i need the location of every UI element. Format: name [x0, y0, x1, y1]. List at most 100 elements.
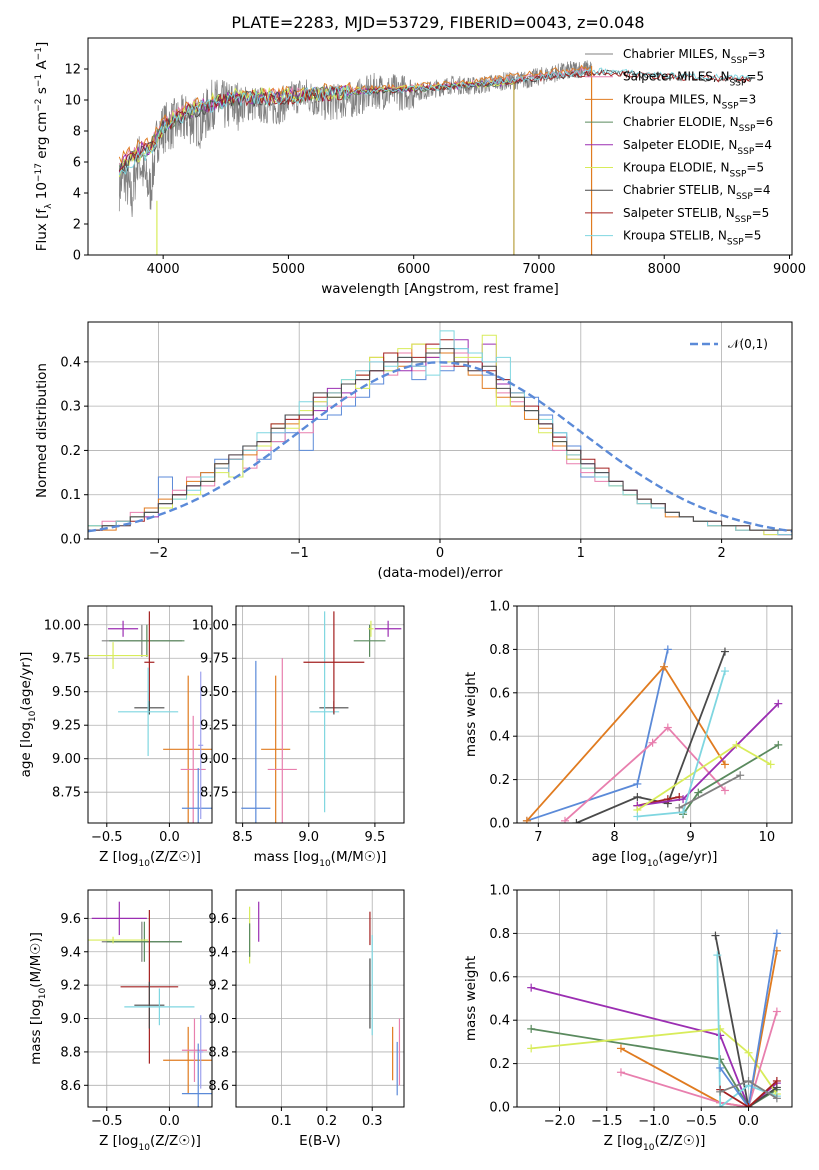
y-tick-label: 0 [73, 249, 81, 264]
weight-line [719, 1080, 778, 1107]
y-tick-label: 1.0 [489, 600, 510, 615]
plots-layer: Chabrier MILES, NSSP​=3 Salpeter MILES, N… [18, 37, 806, 1153]
residuals-data [88, 330, 792, 536]
y-tick-label: 8.6 [208, 1079, 229, 1094]
legend-label: 𝒩(0,1) [728, 337, 768, 351]
x-tick-label: 0 [436, 546, 444, 561]
y-tick-label: 0.0 [60, 533, 81, 548]
axes-frame [516, 605, 793, 824]
x-axis-label: mass [log10(M/M☉)] [254, 849, 387, 869]
legend-label: Kroupa STELIB, NSSP​=5 [623, 229, 761, 248]
y-tick-label: 0.2 [60, 444, 81, 459]
y-tick-label: 8.75 [200, 786, 229, 801]
legend-label: Salpeter MILES, NSSP​=5 [623, 70, 764, 89]
axes-frame [235, 605, 405, 824]
y-tick-label: 1.0 [489, 884, 510, 899]
histogram-step [88, 330, 792, 536]
x-axis-label: Z [log10(Z/Z☉)] [99, 849, 201, 869]
normal-curve [88, 361, 792, 533]
mass-weight-vs-age-panel: 7 8 9 10 0.0 0.2 0.4 0.6 0.8 1.0 age [log10(age/yr… [463, 600, 793, 869]
axes-frame [87, 37, 793, 256]
residuals-panel: 𝒩(0,1) −2 −1 0 1 2 0.0 0.1 0.2 0.3 0.4 (data-model)… [34, 321, 793, 581]
weight-line [531, 1027, 778, 1095]
mass-vs-Z-panel: −0.5 0.0 8.6 8.8 9.0 9.2 9.4 9.6 Z [log10(Z/Z☉)]… [28, 889, 213, 1153]
x-tick-label: 9 [687, 830, 695, 845]
y-tick-label: 0.1 [60, 488, 81, 503]
y-axis-label: age [log10(age/yr)] [18, 652, 38, 778]
y-tick-label: 10.00 [44, 618, 81, 633]
histogram-step [88, 348, 792, 531]
x-tick-label: −2.0 [544, 1114, 576, 1129]
y-tick-label: 9.00 [200, 752, 229, 767]
x-tick-label: 0.0 [738, 1114, 759, 1129]
x-tick-label: 8000 [648, 262, 681, 277]
x-tick-label: −2 [149, 546, 168, 561]
legend-label: Salpeter STELIB, NSSP​=5 [623, 206, 769, 225]
x-axis-label: Z [log10(Z/Z☉)] [99, 1133, 201, 1153]
mass-vs-Z-data [88, 901, 212, 1107]
x-tick-label: 1 [577, 546, 585, 561]
weight-line [620, 1011, 778, 1107]
x-tick-label: 0.2 [316, 1114, 337, 1129]
legend-label: Kroupa MILES, NSSP​=3 [623, 92, 756, 111]
x-tick-label: 8 [610, 830, 618, 845]
y-tick-label: 8.8 [208, 1045, 229, 1060]
y-axis-label: mass weight [463, 672, 479, 757]
x-axis-label: age [log10(age/yr)] [592, 849, 718, 869]
weight-line [719, 933, 778, 1107]
y-tick-label: 9.6 [60, 912, 81, 927]
age-vs-mass-panel: 8.5 9.0 9.5 8.75 9.00 9.25 9.50 9.75 10.00 mass [… [192, 605, 405, 869]
x-tick-label: 4000 [147, 262, 180, 277]
y-tick-label: 9.4 [60, 945, 81, 960]
y-tick-label: 0.2 [489, 773, 510, 788]
x-tick-label: 0.3 [362, 1114, 383, 1129]
x-tick-label: −1.0 [638, 1114, 670, 1129]
y-tick-label: 9.50 [52, 685, 81, 700]
weight-line [714, 935, 778, 1107]
x-axis-label: wavelength [Angstrom, rest frame] [321, 281, 559, 297]
mass-vs-EBV-data [249, 901, 401, 1096]
x-tick-label: 2 [717, 546, 725, 561]
x-tick-label: −1 [290, 546, 309, 561]
y-axis-label: Flux [fλ 10−17 erg cm−2 s−1 A−1] [34, 42, 54, 252]
mass-weight-vs-Z-data [527, 929, 781, 1107]
x-tick-label: 8.5 [232, 830, 253, 845]
legend-label: Salpeter ELODIE, NSSP​=4 [623, 138, 772, 157]
weight-line [678, 774, 741, 809]
legend-label: Chabrier MILES, NSSP​=3 [623, 47, 765, 66]
x-axis-label: (data-model)/error [377, 565, 503, 581]
weight-line [564, 726, 726, 822]
y-tick-label: 0.4 [489, 1014, 510, 1029]
y-tick-label: 0.6 [489, 970, 510, 985]
spectrum-data [118, 60, 753, 255]
y-tick-label: 0.0 [489, 817, 510, 832]
legend-label: Chabrier STELIB, NSSP​=4 [623, 183, 771, 202]
y-tick-label: 0.2 [489, 1057, 510, 1072]
legend-label: Kroupa ELODIE, NSSP​=5 [623, 161, 764, 180]
y-tick-label: 0.4 [60, 355, 81, 370]
y-tick-label: 9.75 [52, 652, 81, 667]
x-tick-label: 9000 [773, 262, 806, 277]
x-axis-label: Z [log10(Z/Z☉)] [604, 1133, 706, 1153]
y-tick-label: 8.8 [60, 1045, 81, 1060]
x-axis-label: E(B-V) [299, 1133, 341, 1149]
y-axis-label: Normed distribution [34, 363, 50, 498]
y-tick-label: 9.0 [60, 1012, 81, 1027]
age-vs-Z-data [88, 611, 212, 823]
x-tick-label: −0.5 [685, 1114, 717, 1129]
y-tick-label: 0.4 [489, 730, 510, 745]
y-tick-label: 0.3 [60, 400, 81, 415]
y-tick-label: 9.4 [208, 945, 229, 960]
x-tick-label: 0.0 [159, 830, 180, 845]
y-tick-label: 9.00 [52, 752, 81, 767]
model-spectrum-line [118, 67, 753, 176]
weight-line [716, 955, 778, 1107]
y-tick-label: 9.50 [200, 685, 229, 700]
x-tick-label: 0.0 [159, 1114, 180, 1129]
y-tick-label: 0.0 [489, 1101, 510, 1116]
y-tick-label: 9.6 [208, 912, 229, 927]
y-tick-label: 4 [73, 187, 81, 202]
y-axis-label: mass [log10(M/M☉)] [28, 932, 48, 1065]
